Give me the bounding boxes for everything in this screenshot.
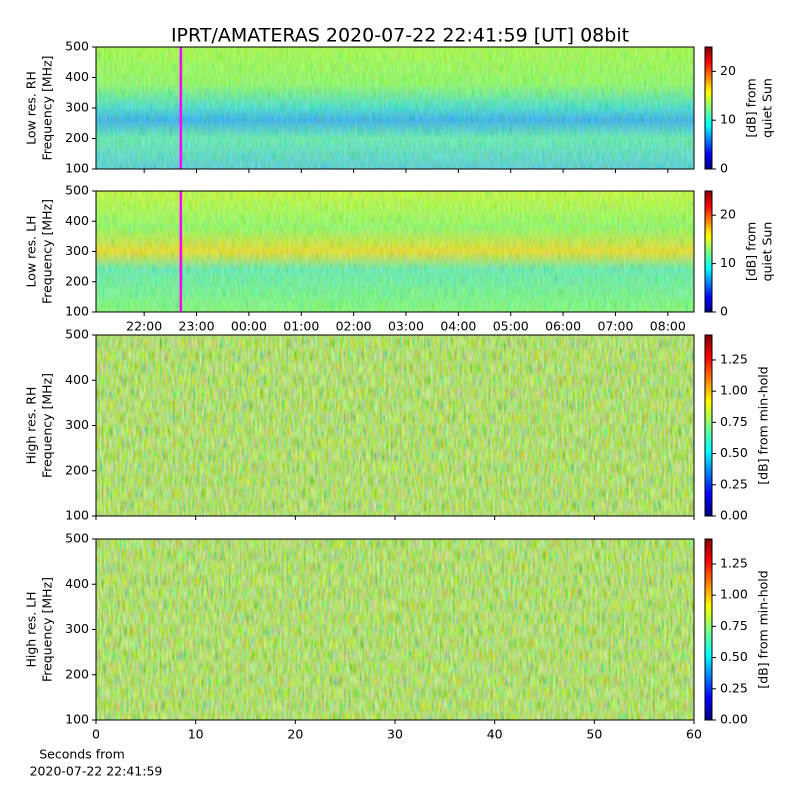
x-tick-label: 07:00 [597,319,633,334]
colorbar-label: quiet Sun [760,222,775,282]
x-axis-label: Seconds from [39,747,125,762]
colorbar-tick-label: 0.50 [720,445,748,460]
y-axis-label: Frequency [MHz] [40,199,55,304]
y-axis-label: High res. LH [24,591,39,667]
x-tick-label: 01:00 [283,319,319,334]
colorbar-tick-label: 0 [720,161,728,176]
x-tick-label: 20 [287,727,303,742]
colorbar-tick-label: 1.00 [720,587,748,602]
colorbar-tick-label: 0.75 [720,618,748,633]
y-axis-label: Frequency [MHz] [40,577,55,682]
colorbar-tick-label: 1.25 [720,555,748,570]
x-tick-label: 00:00 [231,319,267,334]
y-tick-label: 300 [65,243,89,258]
colorbar-tick-label: 0.25 [720,476,748,491]
y-tick-label: 100 [65,161,89,176]
x-tick-label: 0 [92,727,100,742]
colorbar-tick-label: 0.50 [720,649,748,664]
colorbar-tick-label: 0 [720,304,728,319]
spectrogram-texture [96,191,694,312]
colorbar-tick-label: 10 [720,112,736,127]
y-tick-label: 500 [65,531,89,546]
y-tick-label: 400 [65,213,89,228]
x-tick-label: 03:00 [388,319,424,334]
x-tick-label: 06:00 [545,319,581,334]
y-tick-label: 400 [65,69,89,84]
colorbar-label: [dB] from [744,222,759,281]
colorbar-tick-label: 10 [720,255,736,270]
colorbar [704,538,713,721]
y-axis-label: High res. RH [24,387,39,465]
x-tick-label: 10 [188,727,204,742]
colorbar [704,334,713,517]
x-axis-label: 2020-07-22 22:41:59 [30,764,163,779]
colorbar-tick-label: 0.00 [720,508,748,523]
y-tick-label: 100 [65,508,89,523]
colorbar [704,190,713,313]
colorbar-tick-label: 20 [720,207,736,222]
y-tick-label: 500 [65,39,89,54]
chart-title: IPRT/AMATERAS 2020-07-22 22:41:59 [UT] 0… [171,25,629,47]
x-tick-label: 02:00 [336,319,372,334]
y-tick-label: 100 [65,304,89,319]
y-axis-label: Low res. LH [24,216,39,288]
y-tick-label: 300 [65,100,89,115]
y-tick-label: 200 [65,273,89,288]
y-tick-label: 400 [65,576,89,591]
y-tick-label: 200 [65,130,89,145]
colorbar-label: [dB] from min-hold [756,366,771,484]
y-tick-label: 500 [65,183,89,198]
colorbar-label: [dB] from min-hold [756,570,771,688]
x-tick-label: 22:00 [126,319,162,334]
y-tick-label: 200 [65,462,89,477]
y-tick-label: 500 [65,327,89,342]
x-tick-label: 60 [686,727,702,742]
x-tick-label: 30 [387,727,403,742]
y-tick-label: 300 [65,417,89,432]
colorbar-tick-label: 1.00 [720,383,748,398]
x-tick-label: 40 [487,727,503,742]
colorbar-tick-label: 0.00 [720,712,748,727]
x-tick-label: 23:00 [179,319,215,334]
y-tick-label: 300 [65,621,89,636]
y-tick-label: 400 [65,372,89,387]
colorbar [704,46,713,170]
colorbar-tick-label: 0.25 [720,680,748,695]
x-tick-label: 08:00 [650,319,686,334]
x-tick-label: 04:00 [440,319,476,334]
spectrogram-texture [96,335,694,516]
colorbar-tick-label: 1.25 [720,351,748,366]
x-tick-label: 05:00 [493,319,529,334]
x-tick-label: 50 [586,727,602,742]
spectrogram-texture [96,539,694,720]
colorbar-label: [dB] from [744,78,759,137]
spectrogram-texture [96,47,694,169]
y-axis-label: Frequency [MHz] [40,373,55,478]
y-tick-label: 100 [65,712,89,727]
y-axis-label: Frequency [MHz] [40,55,55,160]
y-axis-label: Low res. RH [24,71,39,145]
colorbar-tick-label: 0.75 [720,414,748,429]
colorbar-tick-label: 20 [720,63,736,78]
colorbar-label: quiet Sun [760,78,775,138]
y-tick-label: 200 [65,666,89,681]
